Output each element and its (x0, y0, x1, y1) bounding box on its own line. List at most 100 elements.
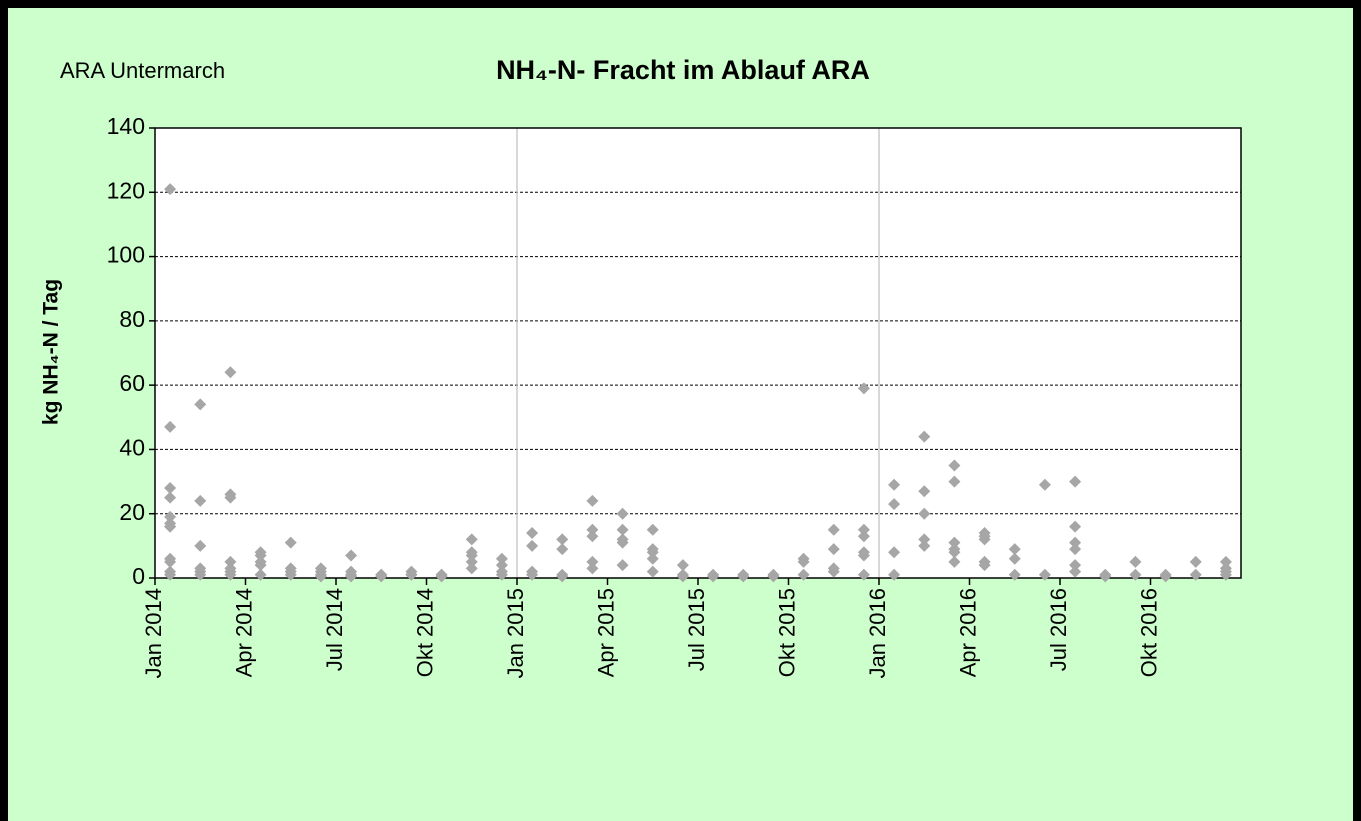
point (254, 555, 267, 568)
point (616, 523, 629, 536)
point (1008, 568, 1021, 581)
point (1189, 568, 1202, 581)
point (194, 398, 207, 411)
x-tick-label: Jul 2014 (322, 588, 347, 671)
point (797, 552, 810, 565)
point (556, 568, 569, 581)
point (918, 430, 931, 443)
point (1219, 565, 1232, 578)
point (888, 568, 901, 581)
point (888, 478, 901, 491)
point (164, 420, 177, 433)
point (1069, 559, 1082, 572)
x-tick-label: Apr 2014 (231, 588, 256, 677)
point (164, 568, 177, 581)
point (616, 533, 629, 546)
point (375, 570, 388, 583)
point (345, 549, 358, 562)
point (164, 552, 177, 565)
y-tick-label: 140 (107, 113, 145, 139)
point (676, 570, 689, 583)
x-tick-label: Okt 2016 (1136, 588, 1161, 677)
x-tick-label: Jan 2014 (141, 588, 166, 679)
point (586, 562, 599, 575)
point (1129, 555, 1142, 568)
point (978, 527, 991, 539)
point (918, 539, 931, 552)
plot-area (155, 128, 1241, 578)
x-tick-label: Okt 2014 (412, 588, 437, 677)
point (556, 543, 569, 556)
point (194, 539, 207, 552)
point (857, 530, 870, 543)
point (405, 568, 418, 581)
point (646, 552, 659, 565)
y-tick-label: 20 (119, 499, 145, 525)
point (857, 549, 870, 562)
point (586, 523, 599, 536)
x-tick-label: Apr 2016 (955, 588, 980, 677)
point (1069, 536, 1082, 549)
point (586, 494, 599, 507)
point (1069, 475, 1082, 488)
point (827, 543, 840, 556)
point (616, 559, 629, 572)
point (948, 543, 961, 556)
y-tick-label: 0 (132, 563, 145, 589)
point (857, 382, 870, 395)
point (737, 570, 750, 583)
point (526, 568, 539, 581)
point (1099, 570, 1112, 583)
point (164, 491, 177, 504)
y-tick-label: 80 (119, 306, 145, 332)
point (948, 475, 961, 488)
point (284, 536, 297, 549)
y-axis-label: kg NH₄-N / Tag (40, 279, 63, 425)
point (948, 459, 961, 472)
point (948, 536, 961, 549)
point (857, 568, 870, 581)
point (827, 562, 840, 575)
point (827, 523, 840, 536)
point (707, 570, 720, 583)
point (1038, 478, 1051, 491)
y-tick-label: 40 (119, 435, 145, 461)
point (1069, 543, 1082, 556)
x-tick-label: Jan 2015 (503, 588, 528, 679)
x-tick-label: Okt 2015 (774, 588, 799, 677)
point (224, 491, 237, 504)
point (616, 507, 629, 520)
point (918, 507, 931, 520)
point (948, 555, 961, 568)
point (526, 527, 539, 539)
point (465, 533, 478, 546)
point (164, 183, 177, 196)
point (586, 530, 599, 543)
point (918, 533, 931, 546)
x-tick-label: Jul 2015 (684, 588, 709, 671)
point (1069, 520, 1082, 533)
point (224, 568, 237, 581)
point (495, 552, 508, 565)
point (224, 555, 237, 568)
point (164, 482, 177, 494)
point (345, 570, 358, 583)
point (646, 546, 659, 559)
point (224, 366, 237, 379)
point (495, 568, 508, 581)
point (435, 568, 448, 581)
point (1129, 568, 1142, 581)
chart-title: NH₄-N- Fracht im Ablauf ARA (496, 55, 870, 85)
point (194, 568, 207, 581)
point (646, 565, 659, 578)
point (586, 555, 599, 568)
point (1008, 543, 1021, 556)
point (526, 539, 539, 552)
point (676, 559, 689, 572)
plot-layer: 0 20 40 60 80 100 120 140 Jan 2014 Apr 2014 Jul 20… (107, 113, 1242, 679)
point (857, 523, 870, 536)
point (918, 485, 931, 498)
annotation: ARA Untermarch (60, 58, 225, 83)
point (767, 570, 780, 583)
